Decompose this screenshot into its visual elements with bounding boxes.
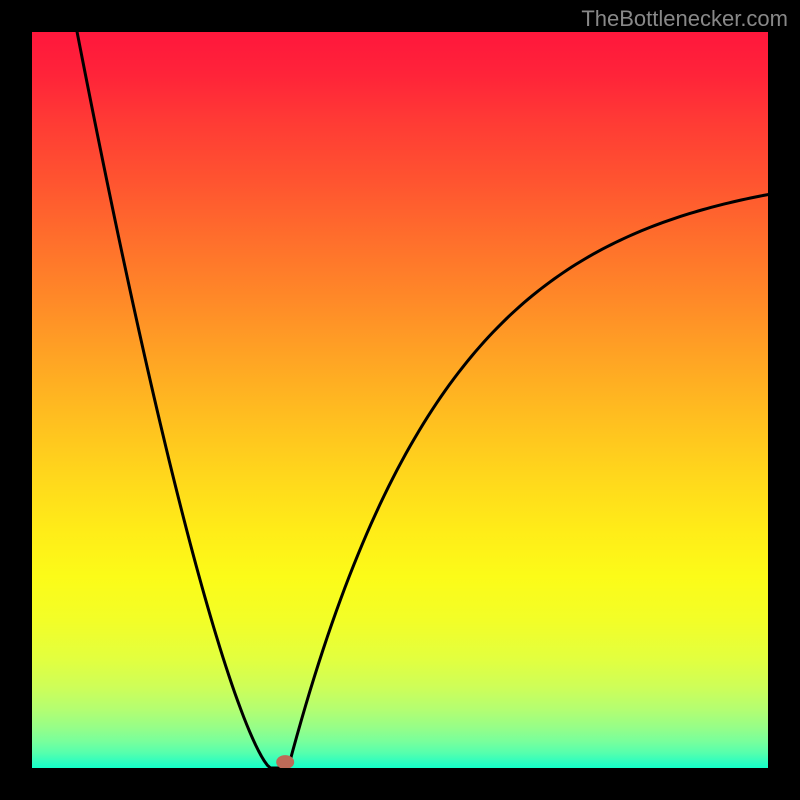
bottleneck-chart xyxy=(32,32,768,768)
chart-frame: TheBottlenecker.com xyxy=(0,0,800,800)
plot-area xyxy=(32,32,768,768)
watermark-text: TheBottlenecker.com xyxy=(581,6,788,32)
gradient-background xyxy=(32,32,768,768)
